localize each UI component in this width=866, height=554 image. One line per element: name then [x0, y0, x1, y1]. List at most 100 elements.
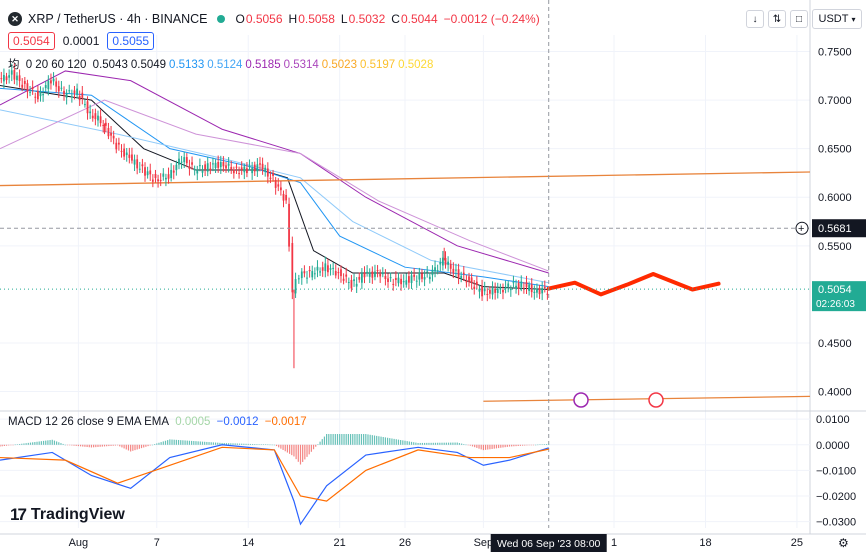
- maximize-button[interactable]: □: [790, 10, 808, 28]
- macd-histogram-bar: [243, 443, 245, 445]
- symbol-title[interactable]: XRP / TetherUS · 4h · BINANCE: [28, 12, 208, 26]
- macd-histogram-bar: [208, 442, 210, 445]
- macd-histogram-bar: [180, 440, 182, 445]
- candle-body: [358, 276, 361, 280]
- candle-body: [42, 94, 45, 96]
- candle-body: [91, 115, 94, 119]
- macd-histogram-bar: [373, 435, 376, 445]
- macd-histogram-bar: [99, 444, 101, 447]
- macd-histogram-bar: [295, 444, 297, 460]
- macd-histogram-bar: [125, 444, 127, 450]
- macd-histogram-bar: [0, 444, 1, 447]
- price-tick-label: 0.7000: [818, 95, 852, 107]
- macd-histogram-bar: [88, 444, 90, 448]
- macd-histogram-bar: [297, 444, 299, 462]
- candle-body: [246, 168, 248, 174]
- macd-histogram-bar: [334, 434, 336, 445]
- macd-histogram-bar: [291, 444, 293, 456]
- currency-select[interactable]: USDT ▾: [812, 9, 862, 29]
- candle-body: [136, 159, 139, 169]
- candle-body: [209, 168, 212, 171]
- candle-body: [350, 279, 353, 289]
- macd-histogram-bar: [79, 444, 82, 447]
- candle-body: [212, 163, 214, 165]
- macd-histogram-bar: [225, 443, 228, 445]
- candle-body: [167, 174, 170, 179]
- macd-histogram-bar: [184, 440, 186, 445]
- macd-histogram-bar: [543, 444, 545, 445]
- candle-body: [528, 284, 531, 291]
- macd-histogram-bar: [223, 443, 225, 445]
- candle-body: [65, 93, 68, 98]
- candle-body: [457, 269, 460, 279]
- buy-button[interactable]: 0.5055: [107, 32, 155, 50]
- macd-legend[interactable]: MACD 12 26 close 9 EMA EMA 0.0005 −0.001…: [8, 416, 310, 428]
- candle-body: [483, 288, 486, 292]
- candle-body: [70, 96, 73, 98]
- ma-legend[interactable]: 均 0 20 60 120 0.5043 0.5049 0.5133 0.5124 0.…: [8, 56, 436, 72]
- candle-body: [360, 273, 363, 283]
- macd-histogram-bar: [36, 441, 38, 445]
- macd-histogram-bar: [439, 442, 441, 445]
- candle-body: [332, 267, 335, 269]
- candle-body: [68, 90, 71, 92]
- candle-body: [473, 286, 476, 290]
- candle-body: [146, 171, 149, 176]
- macd-histogram-bar: [269, 444, 271, 446]
- candle-body: [536, 289, 538, 293]
- candle-body: [269, 177, 272, 179]
- macd-histogram-bar: [326, 434, 328, 445]
- ma-value: 0.5028: [398, 59, 434, 71]
- macd-histogram-bar: [415, 442, 417, 445]
- macd-histogram-bar: [293, 444, 295, 457]
- macd-histogram-bar: [382, 437, 384, 445]
- candle-body: [381, 272, 384, 275]
- macd-histogram-bar: [236, 443, 238, 445]
- candle-body: [39, 92, 42, 97]
- macd-histogram-bar: [77, 444, 79, 447]
- open-label: O: [235, 12, 245, 26]
- macd-histogram-bar: [413, 442, 415, 445]
- lightning-icon-circle[interactable]: [573, 392, 589, 408]
- low-label: L: [340, 12, 348, 26]
- macd-histogram-bar: [310, 444, 312, 452]
- macd-histogram-bar: [275, 444, 278, 447]
- candle-body: [374, 271, 376, 277]
- candle-body: [133, 159, 136, 165]
- change-value: −0.0012 (−0.24%): [443, 12, 540, 26]
- macd-histogram-bar: [321, 439, 323, 445]
- candle-body: [256, 164, 259, 172]
- macd-histogram-bar: [456, 442, 458, 445]
- macd-signal-value: −0.0017: [264, 416, 307, 428]
- macd-histogram-bar: [51, 439, 53, 445]
- macd-histogram-bar: [356, 434, 358, 445]
- candle-body: [321, 267, 324, 271]
- macd-histogram-bar: [38, 441, 40, 445]
- macd-histogram-bar: [45, 440, 47, 445]
- us-flag-icon-circle[interactable]: [648, 392, 664, 408]
- candle-body: [206, 163, 209, 172]
- macd-histogram-bar: [249, 443, 252, 445]
- candle-body: [251, 168, 254, 174]
- candle-body: [478, 288, 481, 292]
- macd-histogram-bar: [419, 442, 421, 445]
- sell-button[interactable]: 0.5054: [8, 32, 55, 50]
- lightning-icon: [573, 392, 589, 408]
- candle-body: [308, 270, 311, 272]
- macd-histogram-bar: [467, 444, 469, 446]
- collapse-button[interactable]: ⇅: [768, 10, 786, 28]
- macd-histogram-bar: [532, 444, 535, 446]
- macd-histogram-bar: [286, 444, 289, 453]
- ma-value: 0.5314: [283, 59, 319, 71]
- macd-histogram-bar: [517, 444, 519, 446]
- macd-histogram-bar: [204, 441, 206, 445]
- down-arrow-button[interactable]: ↓: [746, 10, 764, 28]
- candle-body: [515, 285, 517, 289]
- candle-body: [26, 83, 29, 92]
- candle-body: [73, 90, 76, 94]
- maximize-icon: □: [795, 13, 803, 25]
- candle-body: [232, 169, 235, 174]
- macd-histogram-bar: [147, 444, 149, 447]
- macd-histogram-bar: [121, 444, 123, 448]
